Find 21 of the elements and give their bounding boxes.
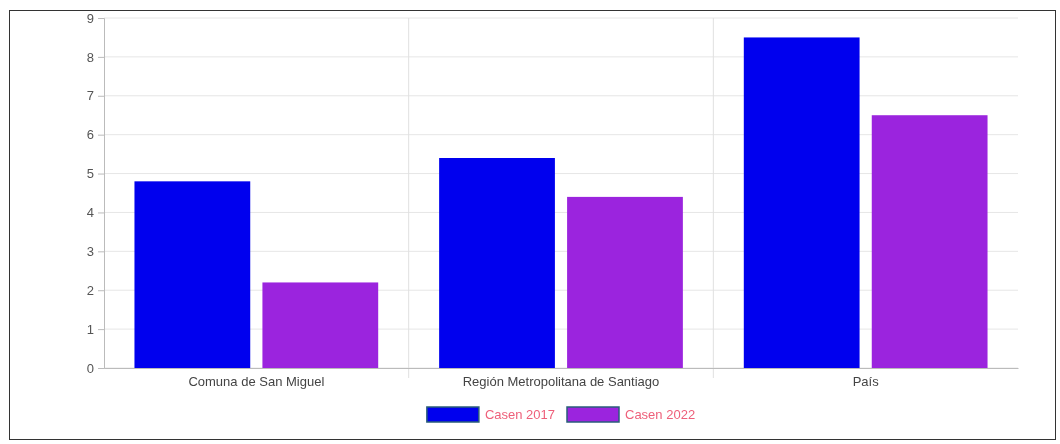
y-tick-label: 7 [86,88,94,104]
y-tick-label: 2 [86,282,94,298]
y-tick-label: 4 [86,205,94,221]
legend-label: Casen 2022 [625,407,696,422]
bar [262,282,379,368]
bar [567,196,683,368]
legend-label: Casen 2017 [484,407,555,422]
bar [743,37,860,368]
y-tick-label: 0 [86,360,94,376]
y-tick-label: 3 [86,243,94,259]
y-tick-label: 8 [86,49,94,65]
y-tick-label: 6 [86,127,94,143]
bar [871,115,988,368]
x-tick-label: Región Metropolitana de Santiago [462,374,660,390]
y-tick-label: 1 [86,321,94,337]
x-tick-label: Comuna de San Miguel [188,374,325,390]
y-tick-label: 9 [86,10,94,26]
x-tick-label: País [852,374,880,390]
bar [439,158,555,368]
y-tick-label: 5 [86,166,94,182]
bar [134,181,251,368]
